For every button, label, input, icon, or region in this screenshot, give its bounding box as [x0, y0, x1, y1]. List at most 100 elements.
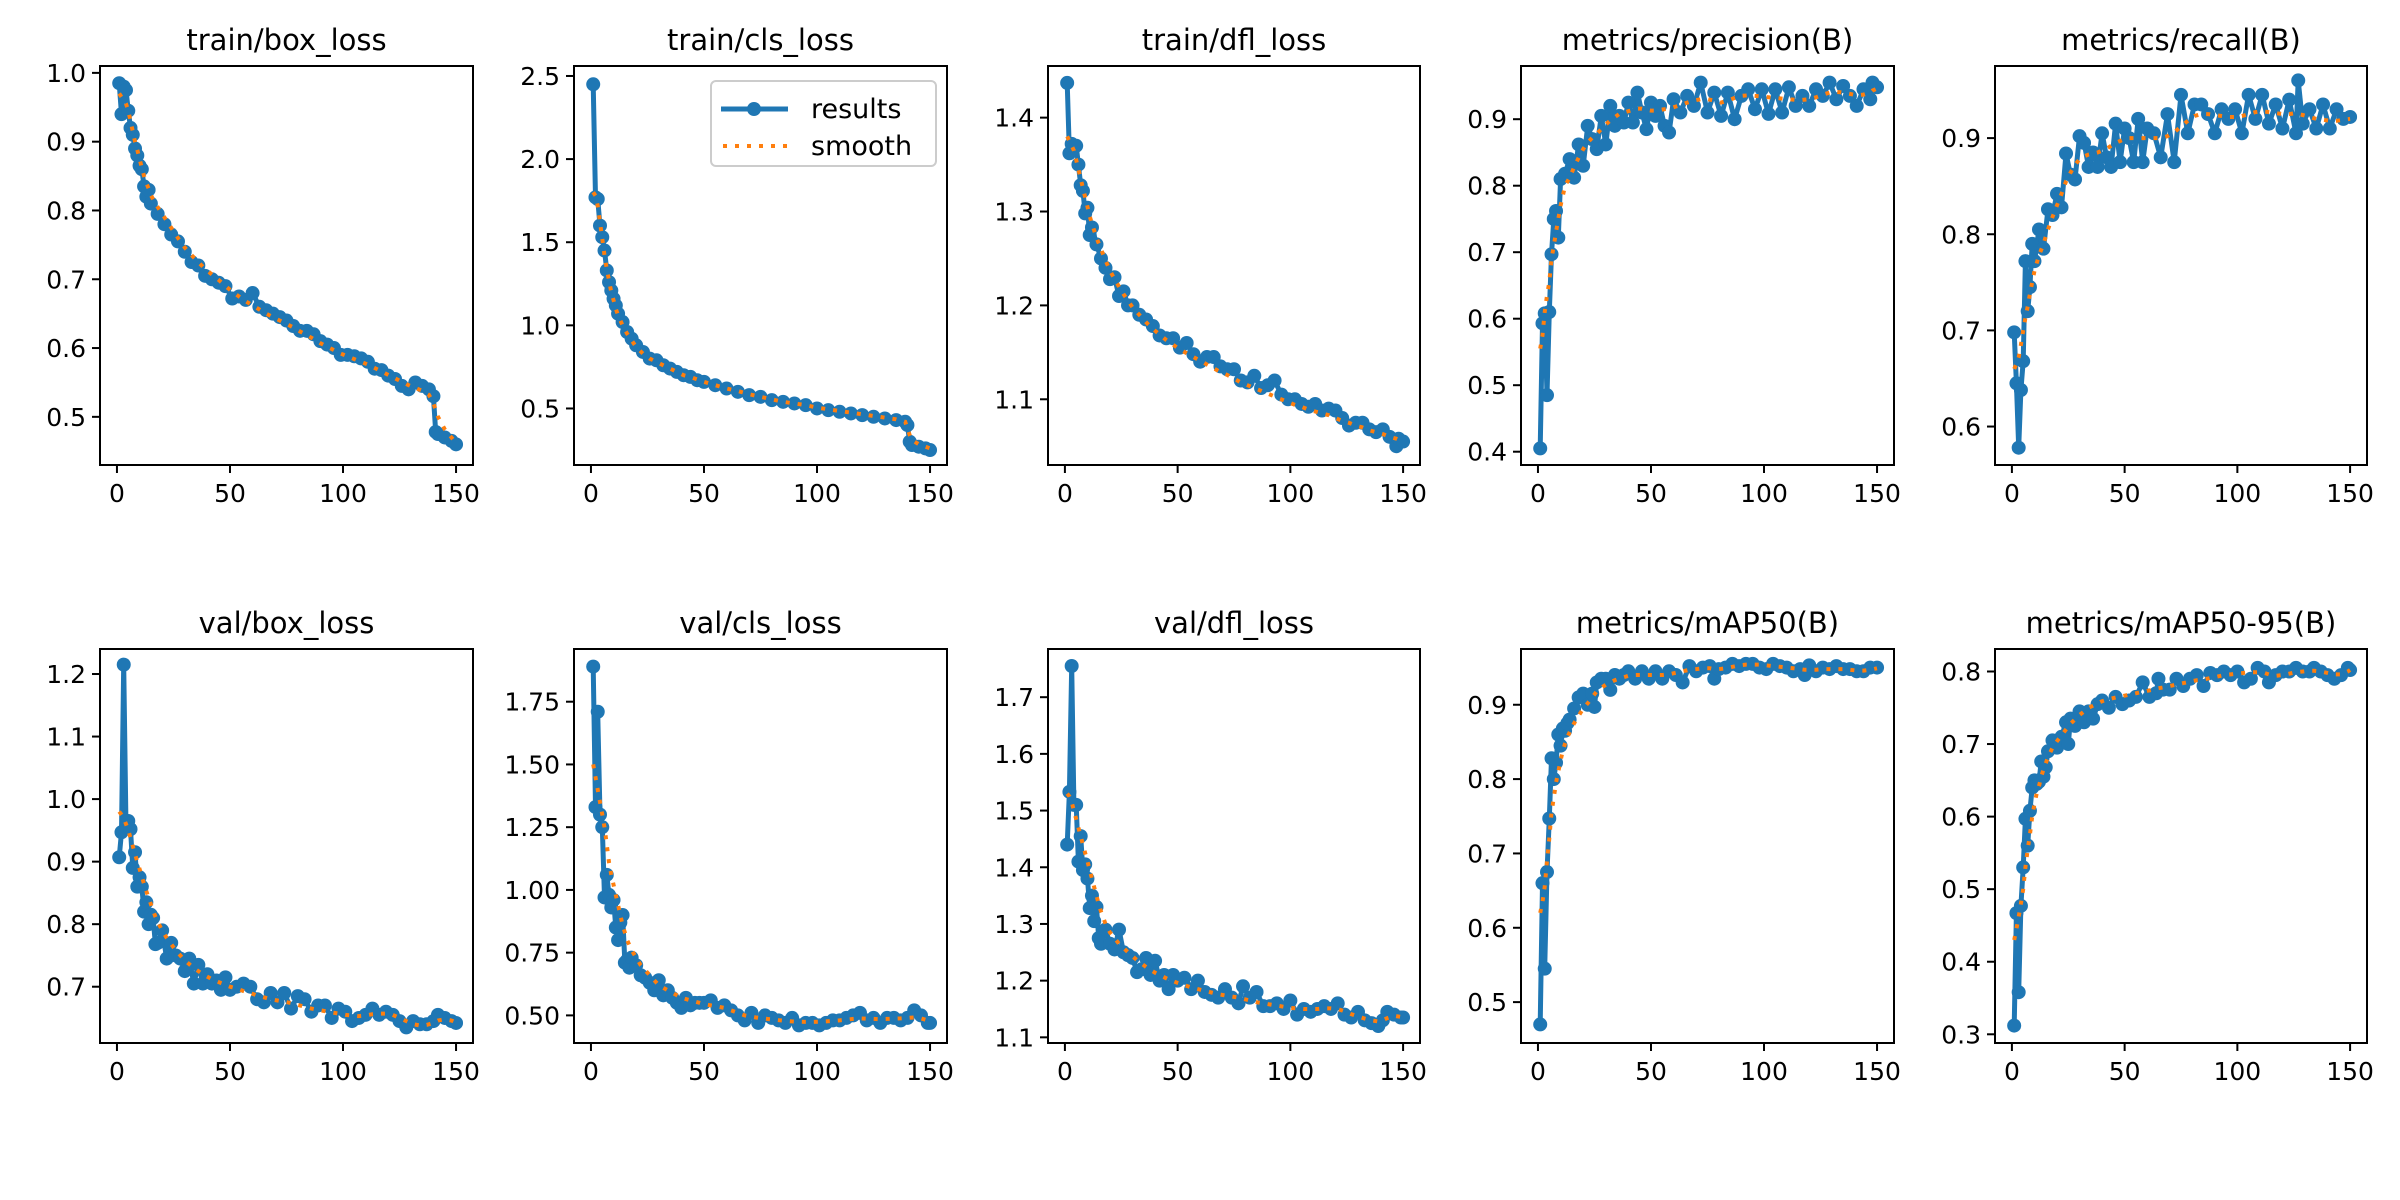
y-tick-label: 0.6	[1467, 914, 1507, 943]
results-point	[1060, 837, 1075, 852]
results-point	[1161, 982, 1176, 997]
results-point	[1594, 108, 1609, 123]
y-tick-label: 0.7	[1467, 238, 1507, 267]
results-point	[923, 1015, 938, 1030]
x-tick-label: 50	[688, 479, 720, 508]
y-tick-label: 1.4	[994, 104, 1034, 133]
y-tick-label: 0.9	[1941, 124, 1981, 153]
results-point	[2151, 671, 2166, 686]
x-tick-label: 100	[1267, 1057, 1315, 1086]
results-point	[1190, 973, 1205, 988]
subplot-metrics-map50-95-b-: metrics/mAP50-95(B) 0 50 100 150 0.3 0.4 0.5 0.6…	[1941, 606, 2374, 1086]
plot-area	[112, 76, 464, 452]
x-tick-label: 0	[1530, 479, 1546, 508]
results-point	[1741, 82, 1756, 97]
results-point	[877, 411, 892, 426]
y-tick-label: 0.7	[46, 973, 86, 1002]
results-point	[243, 979, 258, 994]
results-point	[1754, 82, 1769, 97]
subplot-title: val/box_loss	[199, 606, 375, 640]
results-point	[599, 867, 614, 882]
x-tick-label: 50	[1162, 479, 1194, 508]
results-point	[1836, 78, 1851, 93]
y-tick-label: 0.9	[1467, 691, 1507, 720]
results-point	[170, 234, 185, 249]
results-point	[2160, 107, 2175, 122]
subplot-title: train/dfl_loss	[1142, 23, 1326, 57]
y-tick-label: 1.5	[520, 228, 560, 257]
results-point	[597, 243, 612, 258]
subplot-title: train/cls_loss	[667, 23, 854, 57]
results-point	[1761, 106, 1776, 121]
x-tick-label: 100	[2214, 479, 2262, 508]
results-point	[1822, 75, 1837, 90]
x-tick-label: 100	[2214, 1057, 2262, 1086]
results-point	[2050, 740, 2064, 755]
y-tick-label: 0.5	[520, 394, 560, 423]
y-tick-label: 0.7	[1941, 730, 1981, 759]
subplot-title: metrics/mAP50(B)	[1576, 606, 1839, 640]
x-tick-label: 50	[1635, 1057, 1667, 1086]
results-point	[1283, 993, 1298, 1008]
smooth-line	[1538, 662, 1878, 914]
y-tick-label: 0.9	[46, 128, 86, 157]
y-tick-label: 0.8	[1467, 765, 1507, 794]
y-tick-label: 1.00	[504, 876, 560, 905]
results-point	[1673, 105, 1688, 120]
x-tick-label: 150	[906, 479, 954, 508]
results-point	[2090, 159, 2105, 174]
results-point	[1533, 1017, 1548, 1032]
results-point	[2016, 860, 2031, 875]
results-point	[2302, 102, 2317, 117]
results-point	[1330, 996, 1345, 1011]
y-tick-label: 0.6	[1941, 413, 1981, 442]
results-point	[1870, 80, 1885, 95]
results-point	[2241, 87, 2256, 102]
results-point	[592, 218, 607, 233]
results-point	[123, 822, 138, 837]
results-point	[1693, 75, 1708, 90]
results-point	[1700, 105, 1715, 120]
x-tick-label: 0	[2004, 1057, 2020, 1086]
results-point	[1084, 220, 1099, 235]
y-tick-label: 0.7	[46, 265, 86, 294]
results-point	[1539, 865, 1554, 880]
results-point	[1533, 441, 1548, 456]
subplot-val-dfl-loss: val/dfl_loss 0 50 100 150 1.1 1.2 1.3 1.4 1.5 1.6 1…	[994, 606, 1427, 1086]
results-point	[191, 957, 206, 972]
y-tick-label: 0.5	[1467, 371, 1507, 400]
results-point	[923, 443, 938, 458]
results-point	[2095, 126, 2110, 141]
smooth-line	[591, 764, 931, 1024]
results-point	[1849, 98, 1864, 113]
y-tick-label: 0.9	[46, 848, 86, 877]
y-tick-label: 1.0	[46, 785, 86, 814]
results-point	[1598, 137, 1613, 152]
results-point	[1148, 953, 1163, 968]
results-point	[143, 196, 158, 211]
results-point	[1247, 368, 1262, 383]
results-point	[1107, 270, 1122, 285]
results-point	[2135, 675, 2150, 690]
y-tick-label: 0.6	[1941, 803, 1981, 832]
results-point	[1062, 784, 1077, 799]
plot-area	[1060, 659, 1411, 1033]
y-tick-label: 0.8	[1467, 172, 1507, 201]
results-point	[2189, 668, 2204, 683]
results-point	[1112, 922, 1127, 937]
smooth-line	[1065, 135, 1404, 444]
axes-frame	[1047, 65, 1421, 466]
results-point	[590, 704, 605, 719]
results-point	[2020, 304, 2035, 319]
smooth-line	[1065, 792, 1404, 1024]
results-point	[297, 992, 312, 1007]
results-point	[1542, 811, 1557, 826]
x-tick-label: 0	[583, 479, 599, 508]
results-point	[2180, 126, 2195, 141]
results-point	[150, 935, 165, 950]
y-tick-label: 0.3	[1941, 1020, 1981, 1049]
results-point	[2013, 898, 2028, 913]
x-tick-label: 0	[1057, 479, 1073, 508]
results-point	[1829, 92, 1844, 107]
results-point	[1125, 950, 1140, 965]
